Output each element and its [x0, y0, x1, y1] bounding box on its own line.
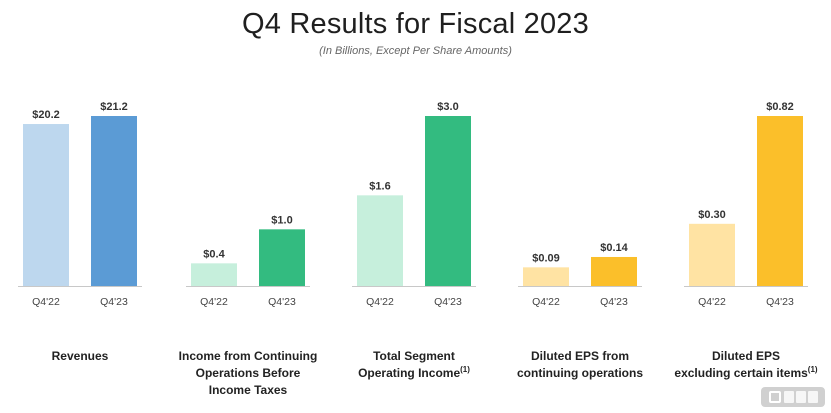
tick-label: Q4'23	[268, 296, 296, 308]
tick-label: Q4'23	[100, 296, 128, 308]
data-label: $21.2	[100, 101, 128, 113]
bar	[191, 263, 237, 286]
panel-title: Income from Continuing Operations Before…	[178, 349, 318, 397]
data-label: $0.82	[766, 101, 794, 113]
tick-label: Q4'22	[200, 296, 228, 308]
panel-title: Diluted EPS from continuing operations	[517, 349, 643, 380]
data-label: $1.0	[271, 214, 292, 226]
data-label: $0.09	[532, 252, 560, 264]
tick-label: Q4'22	[532, 296, 560, 308]
bar	[689, 223, 735, 286]
tick-label: Q4'22	[366, 296, 394, 308]
panel-title: Revenues	[51, 349, 109, 363]
brand-logo-icon	[768, 391, 781, 403]
bar	[357, 195, 403, 286]
bar	[91, 116, 137, 286]
data-label: $1.6	[369, 180, 390, 192]
bar	[757, 116, 803, 286]
tick-label: Q4'23	[766, 296, 794, 308]
data-label: $0.4	[203, 248, 225, 260]
bar	[259, 229, 305, 286]
brand-text-icon	[783, 391, 818, 403]
bar	[425, 116, 471, 286]
bar	[523, 267, 569, 286]
panel-title: Diluted EPS excluding certain items(1)	[674, 349, 818, 380]
page-subtitle: (In Billions, Except Per Share Amounts)	[319, 45, 512, 57]
watermark-logo	[761, 387, 825, 407]
page-title: Q4 Results for Fiscal 2023	[242, 8, 589, 40]
data-label: $0.14	[600, 242, 628, 254]
tick-label: Q4'23	[600, 296, 628, 308]
panel-title: Total Segment Operating Income(1)	[358, 349, 470, 380]
tick-label: Q4'22	[698, 296, 726, 308]
data-label: $20.2	[32, 109, 60, 121]
footnote-marker: (1)	[807, 365, 818, 374]
tick-label: Q4'23	[434, 296, 462, 308]
bar	[23, 124, 69, 287]
bar	[591, 256, 637, 286]
data-label: $0.30	[698, 209, 726, 221]
footnote-marker: (1)	[460, 365, 470, 374]
data-label: $3.0	[437, 101, 458, 113]
tick-label: Q4'22	[32, 296, 60, 308]
